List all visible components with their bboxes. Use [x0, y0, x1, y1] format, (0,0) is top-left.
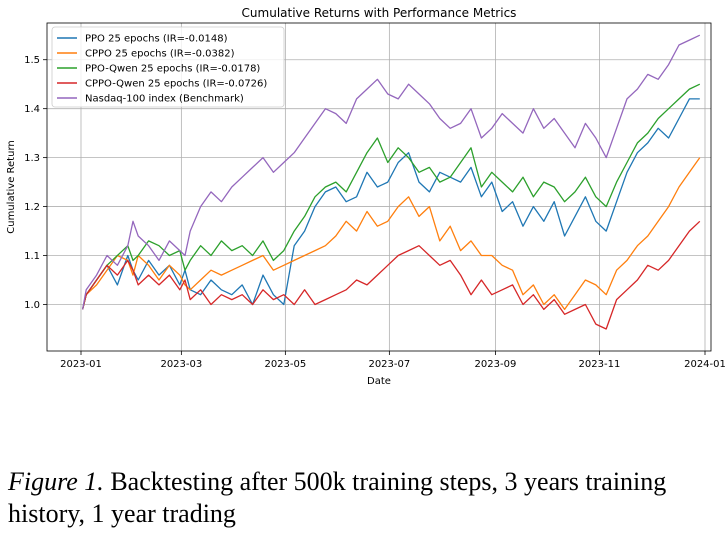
y-axis-label: Cumulative Return — [6, 140, 17, 233]
y-tick-label: 1.2 — [24, 202, 40, 213]
legend-entry: PPO-Qwen 25 epochs (IR=-0.0178) — [85, 64, 260, 75]
x-tick-label: 2023-01 — [60, 359, 102, 370]
chart-title: Cumulative Returns with Performance Metr… — [242, 6, 517, 20]
legend-entry: CPPO 25 epochs (IR=-0.0382) — [85, 49, 235, 60]
series-line-4 — [81, 34, 701, 310]
y-tick-label: 1.4 — [24, 104, 40, 115]
caption-text: Backtesting after 500k training steps, 3… — [8, 467, 667, 528]
x-tick-label: 2023-07 — [368, 359, 410, 370]
y-tick-label: 1.0 — [24, 300, 40, 311]
line-chart: 2023-01 2023-03 2023-05 2023-07 2023-09 2023-… — [6, 6, 726, 387]
series-lines — [81, 34, 701, 330]
legend: PPO 25 epochs (IR=-0.0148) CPPO 25 epochs… — [51, 26, 285, 108]
legend-entry: PPO 25 epochs (IR=-0.0148) — [85, 34, 228, 45]
y-tick-label: 1.5 — [24, 55, 40, 66]
series-line-2 — [81, 83, 701, 310]
y-tick-label: 1.1 — [24, 251, 40, 262]
figure-caption: Figure 1. Backtesting after 500k trainin… — [8, 466, 720, 530]
x-axis-label: Date — [367, 376, 391, 387]
series-line-1 — [81, 157, 701, 311]
x-tick-label: 2023-03 — [160, 359, 202, 370]
y-tick-label: 1.3 — [24, 153, 40, 164]
legend-entry: Nasdaq-100 index (Benchmark) — [85, 94, 244, 105]
series-line-3 — [81, 220, 701, 330]
axis-ticks: 2023-01 2023-03 2023-05 2023-07 2023-09 2023-… — [24, 55, 726, 370]
legend-entry: CPPO-Qwen 25 epochs (IR=-0.0726) — [85, 79, 267, 90]
legend-box — [51, 26, 285, 108]
plot-frame — [46, 22, 712, 352]
x-tick-label: 2024-01 — [684, 359, 726, 370]
x-tick-label: 2023-11 — [579, 359, 621, 370]
grid-lines — [47, 23, 711, 351]
x-tick-label: 2023-05 — [264, 359, 306, 370]
x-tick-label: 2023-09 — [475, 359, 517, 370]
figure-label: Figure 1. — [8, 467, 104, 496]
series-line-0 — [81, 98, 700, 310]
chart-container: 2023-01 2023-03 2023-05 2023-07 2023-09 2023-… — [6, 6, 726, 387]
